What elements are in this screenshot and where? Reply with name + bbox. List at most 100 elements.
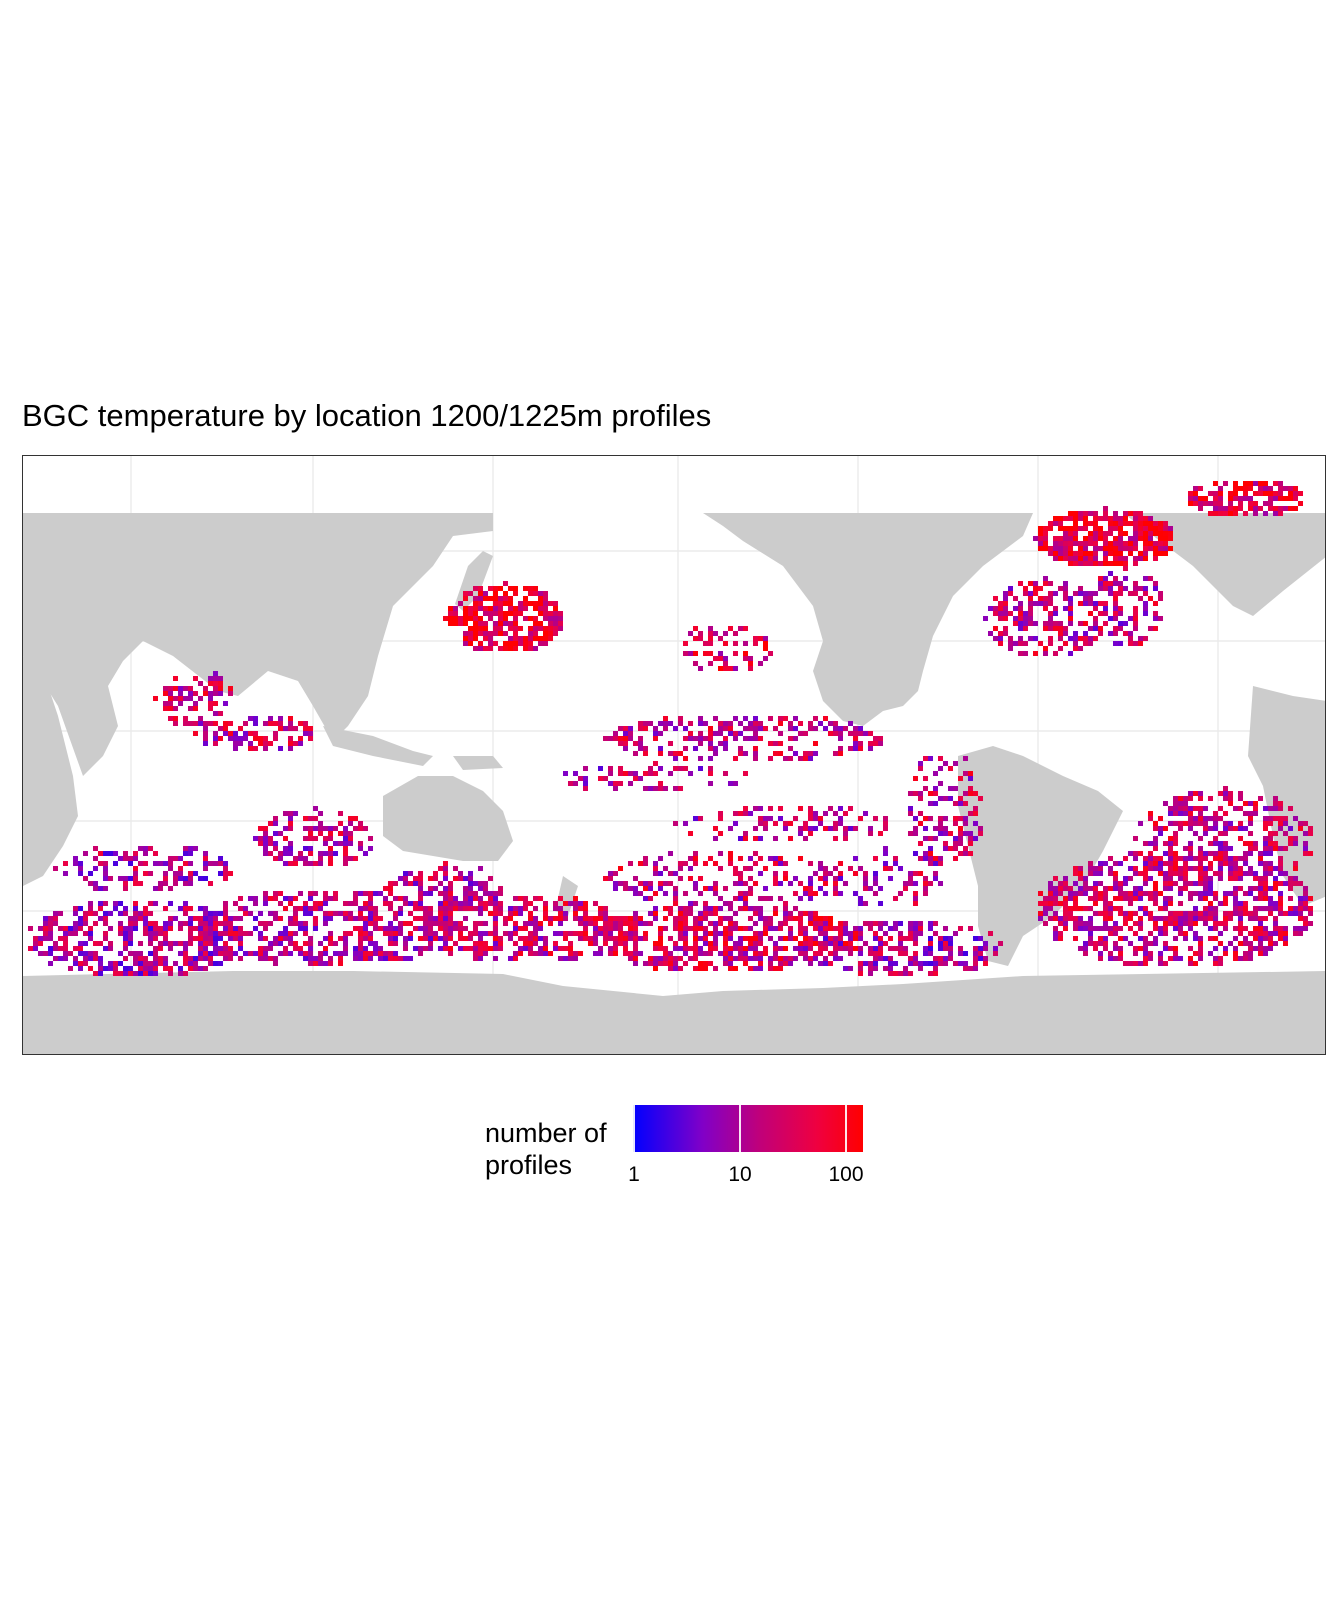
profile-cell bbox=[1078, 636, 1083, 641]
profile-cell bbox=[208, 676, 213, 681]
profile-cell bbox=[1243, 951, 1248, 956]
profile-cell bbox=[673, 726, 678, 731]
profile-cell bbox=[938, 941, 943, 946]
profile-cell bbox=[783, 916, 788, 921]
profile-cell bbox=[808, 961, 813, 966]
profile-cell bbox=[908, 876, 913, 881]
profile-cell bbox=[1133, 531, 1138, 536]
profile-cell bbox=[1118, 591, 1123, 596]
profile-cell bbox=[1203, 896, 1208, 901]
profile-cell bbox=[1193, 816, 1198, 821]
profile-cell bbox=[343, 911, 348, 916]
profile-cell bbox=[318, 826, 323, 831]
profile-cell bbox=[1168, 811, 1173, 816]
profile-cell bbox=[1083, 541, 1088, 546]
profile-cell bbox=[1158, 951, 1163, 956]
profile-cell bbox=[1238, 806, 1243, 811]
profile-cell bbox=[1053, 901, 1058, 906]
profile-cell bbox=[783, 821, 788, 826]
profile-cell bbox=[1243, 826, 1248, 831]
profile-cell bbox=[283, 811, 288, 816]
profile-cell bbox=[498, 631, 503, 636]
profile-cell bbox=[1263, 876, 1268, 881]
profile-cell bbox=[1263, 491, 1268, 496]
profile-cell bbox=[308, 951, 313, 956]
profile-cell bbox=[1208, 906, 1213, 911]
profile-cell bbox=[693, 626, 698, 631]
profile-cell bbox=[1048, 546, 1053, 551]
profile-cell bbox=[493, 591, 498, 596]
profile-cell bbox=[593, 941, 598, 946]
profile-cell bbox=[368, 906, 373, 911]
profile-cell bbox=[753, 906, 758, 911]
profile-cell bbox=[928, 961, 933, 966]
profile-cell bbox=[1273, 506, 1278, 511]
profile-cell bbox=[678, 931, 683, 936]
profile-cell bbox=[153, 926, 158, 931]
profile-cell bbox=[1163, 546, 1168, 551]
profile-cell bbox=[1038, 586, 1043, 591]
profile-cell bbox=[1153, 581, 1158, 586]
profile-cell bbox=[443, 901, 448, 906]
profile-cell bbox=[1048, 886, 1053, 891]
profile-cell bbox=[478, 946, 483, 951]
profile-cell bbox=[348, 901, 353, 906]
profile-cell bbox=[638, 726, 643, 731]
profile-cell bbox=[1088, 941, 1093, 946]
profile-cell bbox=[633, 931, 638, 936]
profile-cell bbox=[708, 746, 713, 751]
profile-cell bbox=[563, 936, 568, 941]
profile-cell bbox=[1203, 501, 1208, 506]
profile-cell bbox=[1198, 941, 1203, 946]
profile-cell bbox=[568, 901, 573, 906]
profile-cell bbox=[488, 946, 493, 951]
profile-cell bbox=[1103, 606, 1108, 611]
profile-cell bbox=[753, 966, 758, 971]
profile-cell bbox=[993, 946, 998, 951]
profile-cell bbox=[1078, 891, 1083, 896]
profile-cell bbox=[753, 951, 758, 956]
profile-cell bbox=[593, 931, 598, 936]
profile-cell bbox=[1068, 621, 1073, 626]
profile-cell bbox=[98, 851, 103, 856]
profile-cell bbox=[413, 876, 418, 881]
profile-cell bbox=[898, 936, 903, 941]
profile-cell bbox=[488, 611, 493, 616]
profile-cell bbox=[258, 931, 263, 936]
profile-cell bbox=[813, 916, 818, 921]
profile-cell bbox=[1118, 551, 1123, 556]
profile-cell bbox=[568, 931, 573, 936]
profile-cell bbox=[883, 816, 888, 821]
profile-cell bbox=[213, 701, 218, 706]
profile-cell bbox=[743, 771, 748, 776]
profile-cell bbox=[388, 921, 393, 926]
profile-cell bbox=[598, 931, 603, 936]
profile-cell bbox=[363, 901, 368, 906]
profile-cell bbox=[758, 726, 763, 731]
profile-cell bbox=[1273, 496, 1278, 501]
profile-cell bbox=[88, 911, 93, 916]
profile-cell bbox=[673, 896, 678, 901]
profile-cell bbox=[1188, 796, 1193, 801]
profile-cell bbox=[1183, 871, 1188, 876]
profile-cell bbox=[1243, 851, 1248, 856]
profile-cell bbox=[968, 786, 973, 791]
profile-cell bbox=[223, 916, 228, 921]
profile-cell bbox=[493, 901, 498, 906]
profile-cell bbox=[523, 606, 528, 611]
profile-cell bbox=[653, 866, 658, 871]
profile-cell bbox=[1158, 906, 1163, 911]
profile-cell bbox=[1188, 501, 1193, 506]
profile-cell bbox=[493, 946, 498, 951]
profile-cell bbox=[763, 646, 768, 651]
profile-cell bbox=[663, 786, 668, 791]
profile-cell bbox=[188, 926, 193, 931]
profile-cell bbox=[513, 611, 518, 616]
profile-cell bbox=[1093, 556, 1098, 561]
profile-cell bbox=[773, 946, 778, 951]
profile-cell bbox=[1138, 516, 1143, 521]
profile-cell bbox=[543, 596, 548, 601]
profile-cell bbox=[1083, 561, 1088, 566]
profile-cell bbox=[58, 936, 63, 941]
profile-cell bbox=[1138, 521, 1143, 526]
